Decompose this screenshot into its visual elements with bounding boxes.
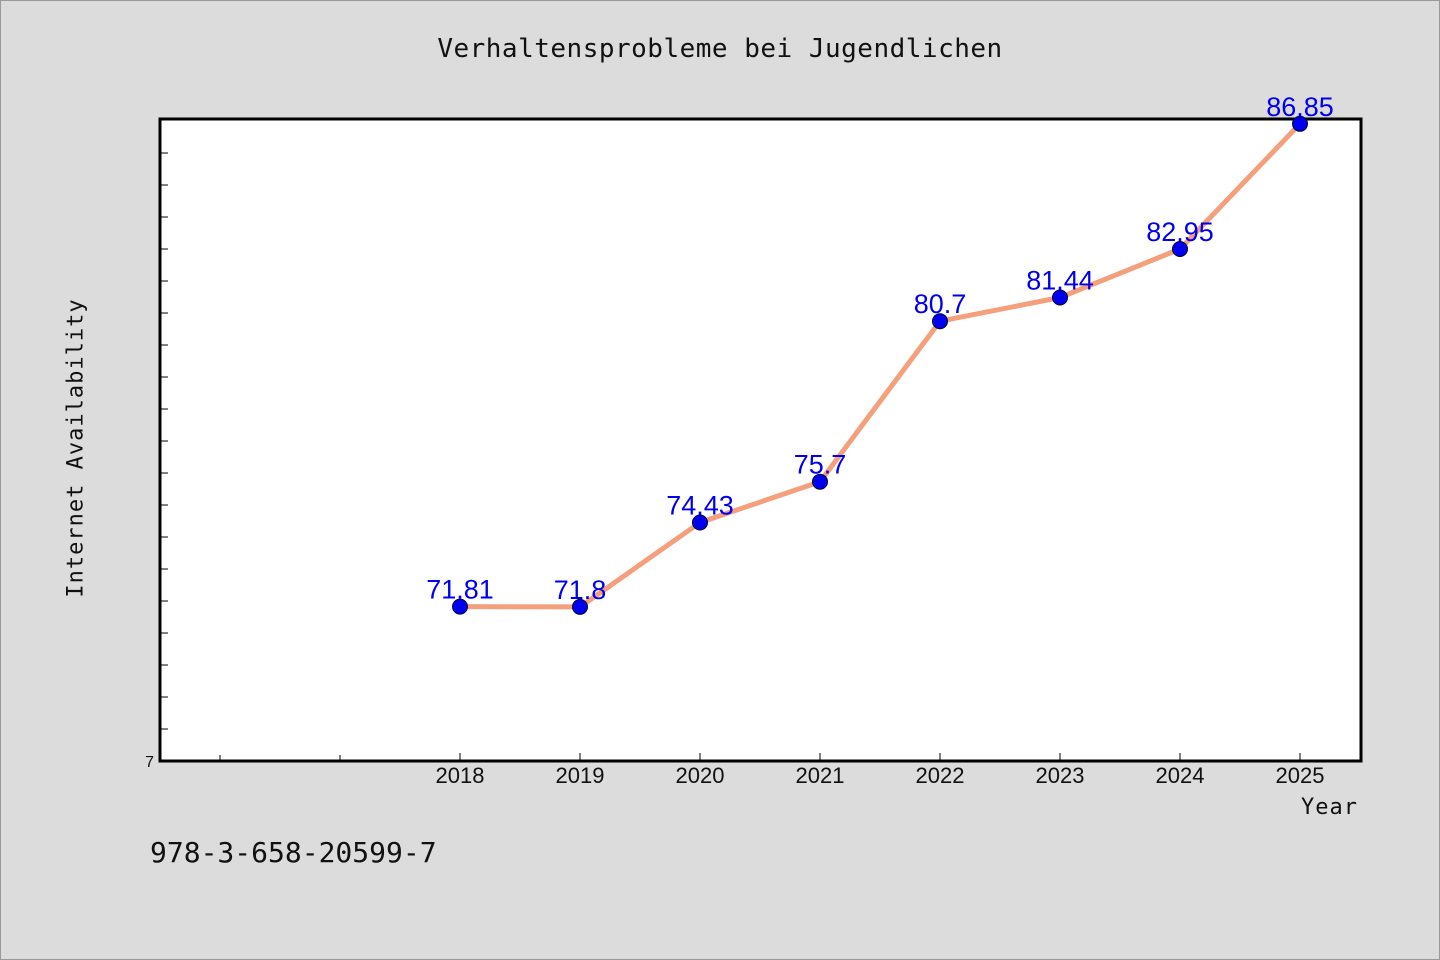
series-line — [457, 121, 1303, 610]
data-label: 75.7 — [794, 450, 847, 480]
chart-title: Verhaltensprobleme bei Jugendlichen — [437, 34, 1003, 64]
y-ticks: 7 — [145, 152, 168, 771]
data-point — [1292, 115, 1308, 132]
data-label: 86.85 — [1266, 92, 1334, 122]
x-tick-label: 2025 — [1276, 763, 1325, 788]
data-label: 74.43 — [666, 491, 734, 521]
plot-area — [158, 117, 1363, 763]
data-label: 71.8 — [554, 575, 607, 605]
data-point — [1172, 241, 1188, 257]
x-tick-label: 2024 — [1156, 763, 1205, 788]
data-label: 71.81 — [426, 575, 494, 605]
x-tick-label: 2019 — [556, 763, 605, 788]
data-point — [932, 313, 948, 330]
data-point — [452, 598, 468, 615]
x-ticks: 2018 2019 2020 2021 2022 2023 2024 2025 — [219, 753, 1325, 788]
data-point — [692, 514, 708, 531]
data-markers — [452, 115, 1308, 615]
isbn-code: 978-3-658-20599-7 — [150, 836, 437, 869]
x-tick-label: 2020 — [676, 763, 725, 788]
x-axis-label: Year — [1301, 795, 1358, 820]
x-tick-label: 2022 — [916, 763, 965, 788]
data-point — [1052, 289, 1068, 306]
data-label: 81.44 — [1026, 266, 1094, 296]
data-label: 82.95 — [1146, 217, 1214, 247]
x-tick-label: 2018 — [436, 763, 485, 788]
data-point — [812, 473, 828, 490]
x-tick-label: 2021 — [796, 763, 845, 788]
y-tick-label: 7 — [145, 754, 154, 771]
x-tick-label: 2023 — [1036, 763, 1085, 788]
data-label: 80.7 — [914, 289, 967, 319]
data-labels: 71.81 71.8 74.43 75.7 80.7 81.44 82.95 86.85 — [426, 92, 1334, 605]
data-point — [572, 598, 588, 615]
